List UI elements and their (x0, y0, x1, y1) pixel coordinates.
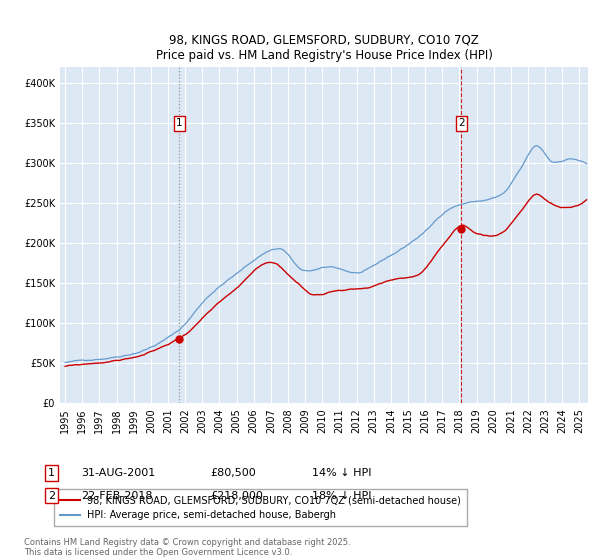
Legend: 98, KINGS ROAD, GLEMSFORD, SUDBURY, CO10 7QZ (semi-detached house), HPI: Average: 98, KINGS ROAD, GLEMSFORD, SUDBURY, CO10… (55, 489, 467, 526)
Text: 14% ↓ HPI: 14% ↓ HPI (312, 468, 371, 478)
Text: 31-AUG-2001: 31-AUG-2001 (81, 468, 155, 478)
Text: 2: 2 (458, 118, 465, 128)
Text: 22-FEB-2018: 22-FEB-2018 (81, 491, 152, 501)
Title: 98, KINGS ROAD, GLEMSFORD, SUDBURY, CO10 7QZ
Price paid vs. HM Land Registry's H: 98, KINGS ROAD, GLEMSFORD, SUDBURY, CO10… (155, 34, 493, 62)
Text: £218,000: £218,000 (210, 491, 263, 501)
Text: 18% ↓ HPI: 18% ↓ HPI (312, 491, 371, 501)
Text: 1: 1 (48, 468, 55, 478)
Text: £80,500: £80,500 (210, 468, 256, 478)
Text: 1: 1 (176, 118, 183, 128)
Text: 2: 2 (48, 491, 55, 501)
Text: Contains HM Land Registry data © Crown copyright and database right 2025.
This d: Contains HM Land Registry data © Crown c… (24, 538, 350, 557)
